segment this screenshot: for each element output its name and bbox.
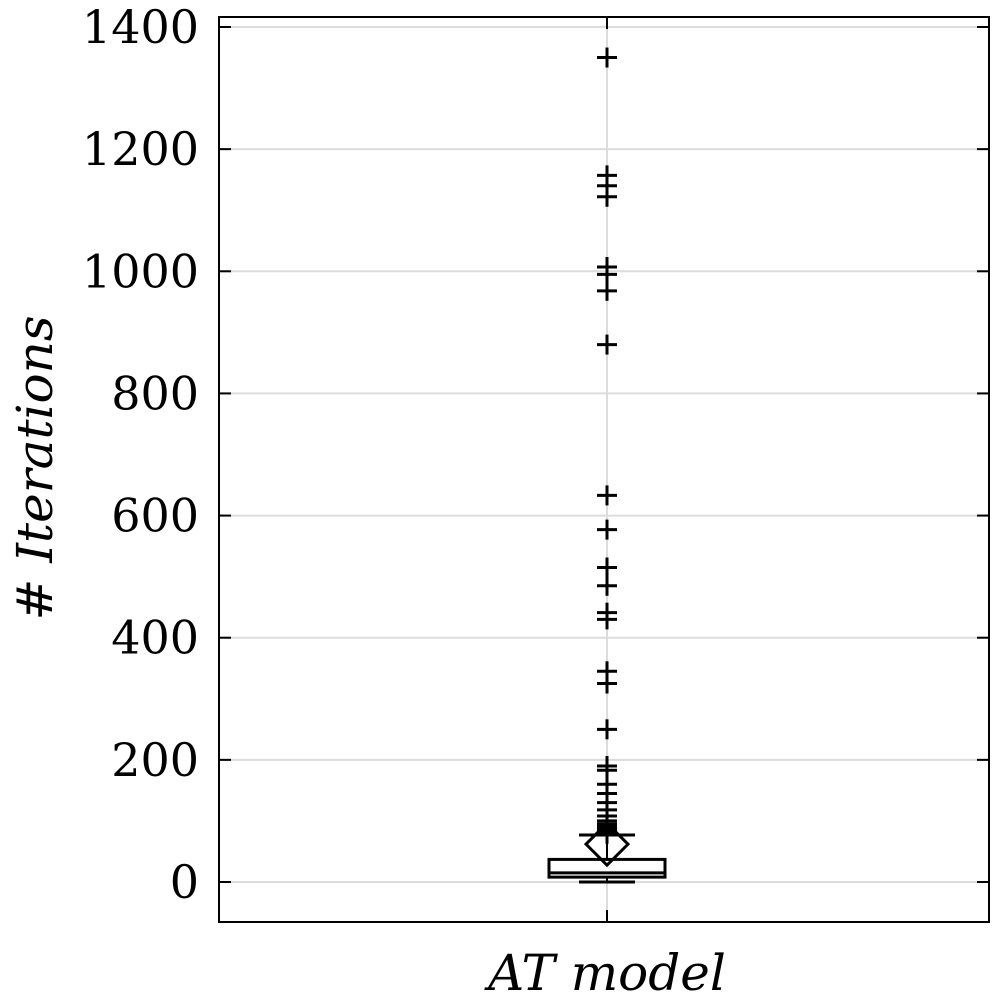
y-tick-label: 600 <box>111 489 199 543</box>
outlier-point <box>597 334 617 355</box>
axes: 0 200 400 600 800 1000 1200 1400 <box>82 0 989 922</box>
outlier-point <box>597 575 617 596</box>
outlier-point <box>597 47 617 68</box>
outlier-point <box>597 485 617 506</box>
y-tick-label: 1400 <box>82 0 199 54</box>
y-tick-label: 800 <box>111 366 199 420</box>
outlier-point <box>597 673 617 694</box>
grid-lines <box>219 17 989 922</box>
y-tick-label: 1000 <box>82 244 199 298</box>
y-axis-label: # Iterations <box>6 316 64 621</box>
y-tick-label: 400 <box>111 611 199 665</box>
outlier-point <box>597 823 617 844</box>
outlier-point <box>597 519 617 540</box>
outlier-point <box>597 719 617 740</box>
y-tick-label: 1200 <box>82 122 199 176</box>
mean-marker <box>583 821 631 868</box>
outlier-point <box>597 186 617 207</box>
outlier-point <box>597 557 617 578</box>
iqr-box <box>547 857 667 879</box>
outlier-point <box>597 609 617 630</box>
y-tick-label: 0 <box>170 855 199 909</box>
plot-marks <box>547 47 667 884</box>
y-tick-label: 200 <box>111 733 199 787</box>
x-axis-label: AT model <box>484 944 726 993</box>
outlier-point <box>597 280 617 301</box>
plot-frame <box>218 16 990 923</box>
